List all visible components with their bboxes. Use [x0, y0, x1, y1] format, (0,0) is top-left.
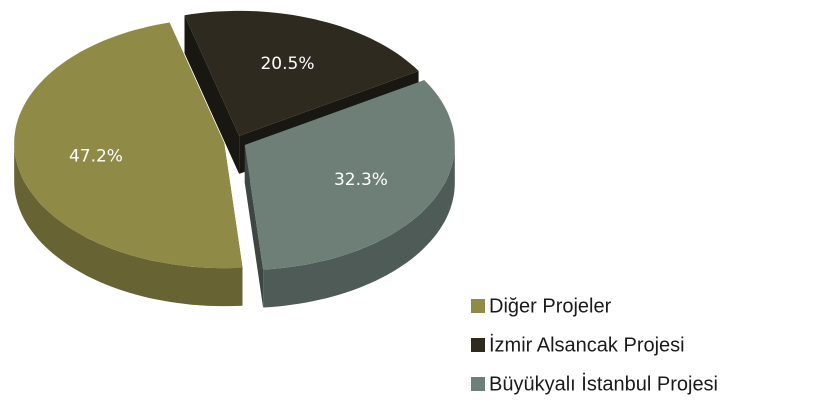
slice-side	[244, 145, 264, 308]
legend-label: Büyükyalı İstanbul Projesi	[489, 372, 718, 395]
legend-label: Diğer Projeler	[489, 295, 612, 317]
slice	[14, 22, 243, 269]
data-label: 47.2%	[69, 147, 123, 167]
legend-label: İzmir Alsancak Projesi	[489, 333, 685, 356]
slice	[244, 80, 455, 270]
legend-swatch	[471, 338, 485, 352]
data-label: 32.3%	[334, 170, 388, 190]
slice	[184, 10, 419, 136]
data-label: 20.5%	[260, 54, 314, 74]
legend-swatch	[471, 299, 485, 313]
slice-side	[184, 15, 240, 174]
slice-wall	[263, 145, 455, 308]
slice-wall	[14, 143, 243, 307]
legend-swatch	[471, 377, 485, 391]
